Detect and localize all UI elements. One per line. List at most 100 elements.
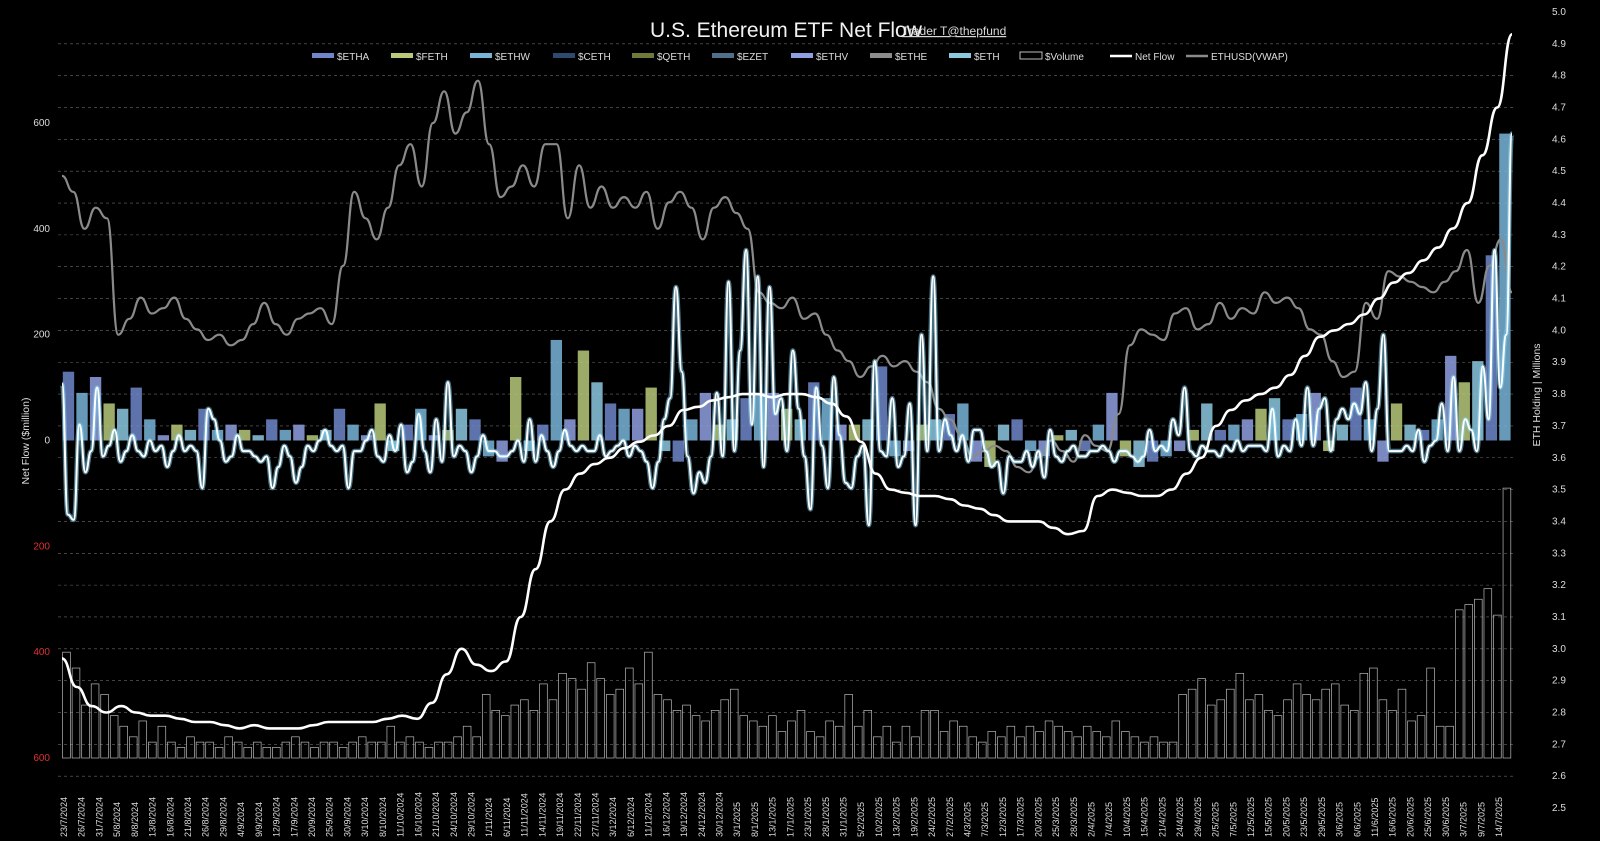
etf-flow-bar: [171, 424, 183, 441]
volume-bar: [1311, 699, 1321, 759]
x-tick-label: 29/4/2025: [1193, 797, 1203, 837]
volume-bar: [1245, 699, 1254, 759]
volume-bar: [1130, 736, 1140, 759]
etf-flow-bar: [767, 392, 779, 441]
x-tick-label: 13/8/2024: [148, 797, 158, 837]
volume-bar: [119, 725, 128, 759]
volume-bar: [1283, 699, 1292, 759]
etf-flow-bar: [1024, 440, 1037, 452]
x-tick-label: 27/2/2025: [945, 797, 955, 837]
volume-bar: [806, 731, 815, 759]
volume-bar: [1350, 710, 1359, 759]
etf-flow-bar: [659, 440, 671, 452]
x-tick-label: 5/2/2025: [856, 802, 866, 837]
volume-bar: [71, 667, 81, 759]
eth-holding-line: [61, 33, 1514, 730]
right-tick-label: 4.8: [1552, 71, 1566, 82]
etf-flow-bar: [306, 435, 319, 441]
volume-bar: [1025, 725, 1035, 759]
volume-bar: [262, 747, 272, 759]
right-tick-label: 3.8: [1552, 389, 1566, 400]
volume-bar: [854, 725, 863, 759]
volume-bar: [1388, 710, 1397, 759]
etf-flow-bar: [1079, 440, 1091, 452]
legend-label: ETHUSD(VWAP): [1211, 52, 1288, 63]
volume-bar: [939, 731, 949, 759]
legend-label: $Volume: [1045, 52, 1084, 63]
volume-bar: [1292, 683, 1302, 759]
volume-bar: [510, 704, 520, 759]
chart-handle[interactable]: Trader T@thepfund: [902, 24, 1006, 38]
x-tick-label: 20/9/2024: [307, 797, 317, 837]
etf-flow-bar: [862, 419, 874, 441]
right-tick-label: 3.0: [1552, 644, 1566, 655]
x-tick-label: 11/12/2024: [644, 793, 654, 837]
etf-flow-bar: [76, 392, 88, 441]
volume-bar: [539, 683, 548, 759]
x-tick-label: 9/9/2024: [254, 802, 264, 837]
legend-label: $QETH: [657, 52, 690, 63]
x-tick-label: 3/1/2025: [732, 802, 742, 837]
x-tick-label: 25/3/2025: [1051, 797, 1061, 837]
volume-bar: [357, 736, 367, 759]
x-tick-label: 14/7/2025: [1494, 797, 1504, 837]
volume-bar: [1102, 736, 1111, 759]
etf-flow-bar: [1187, 429, 1199, 441]
x-tick-label: 5/8/2024: [112, 802, 122, 837]
net-flow-path: [61, 132, 1513, 527]
etf-flow-bar: [279, 429, 291, 441]
eth-holding-path: [61, 33, 1514, 730]
volume-bar: [1206, 704, 1216, 759]
volume-bar: [653, 694, 663, 759]
etf-flow-bar: [604, 403, 617, 441]
volume-bar: [586, 662, 596, 759]
x-tick-label: 16/10/2024: [413, 792, 423, 837]
volume-bar: [605, 694, 615, 759]
volume-bar: [1369, 667, 1378, 759]
etf-flow-bar: [62, 371, 75, 441]
volume-bar: [415, 741, 424, 759]
etf-flow-bar: [401, 424, 413, 441]
etf-flow-bar: [523, 440, 535, 452]
volume-bar: [691, 715, 701, 759]
etf-flow-bar: [1458, 382, 1470, 441]
etf-flow-bar: [1377, 440, 1389, 462]
etf-flow-bar: [699, 392, 712, 441]
legend-swatch: [1019, 51, 1043, 60]
volume-bar: [920, 710, 930, 759]
right-tick-label: 4.0: [1552, 325, 1566, 336]
x-tick-label: 1/11/2024: [484, 798, 494, 837]
volume-bar: [663, 699, 672, 759]
volume-bar: [1235, 672, 1245, 759]
x-tick-label: 7/4/2025: [1104, 802, 1114, 837]
volume-bar: [1226, 688, 1235, 759]
x-tick-label: 23/5/2025: [1299, 797, 1309, 837]
right-tick-label: 4.5: [1552, 166, 1566, 177]
x-tick-label: 9/7/2025: [1476, 802, 1486, 837]
x-tick-label: 10/4/2025: [1122, 797, 1132, 837]
volume-bar: [300, 741, 310, 759]
volume-bar: [424, 747, 434, 759]
right-tick-label: 4.1: [1552, 294, 1566, 305]
etf-flow-bar: [293, 424, 305, 441]
etf-flow-bar: [496, 440, 508, 462]
right-tick-label: 4.6: [1552, 134, 1566, 145]
etf-flow-bar: [957, 403, 969, 441]
x-tick-label: 19/2/2025: [909, 797, 919, 837]
left-tick-label: 400: [33, 647, 50, 658]
volume-bar: [1073, 736, 1082, 759]
etf-flow-bar: [117, 408, 129, 441]
etf-flow-bar: [1336, 424, 1348, 441]
x-tick-label: 25/9/2024: [325, 797, 335, 837]
etf-flow-bar: [266, 419, 278, 441]
legend-label: $EZET: [737, 52, 768, 63]
etf-flow-bar: [374, 403, 386, 441]
right-tick-label: 4.2: [1552, 262, 1566, 273]
x-tick-label: 21/8/2024: [183, 797, 193, 837]
legend-swatch: [553, 53, 575, 58]
volume-bar: [825, 720, 834, 759]
etf-flow-bar: [1201, 403, 1213, 441]
etf-flow-bar: [984, 440, 996, 467]
x-tick-label: 22/11/2024: [573, 793, 583, 837]
